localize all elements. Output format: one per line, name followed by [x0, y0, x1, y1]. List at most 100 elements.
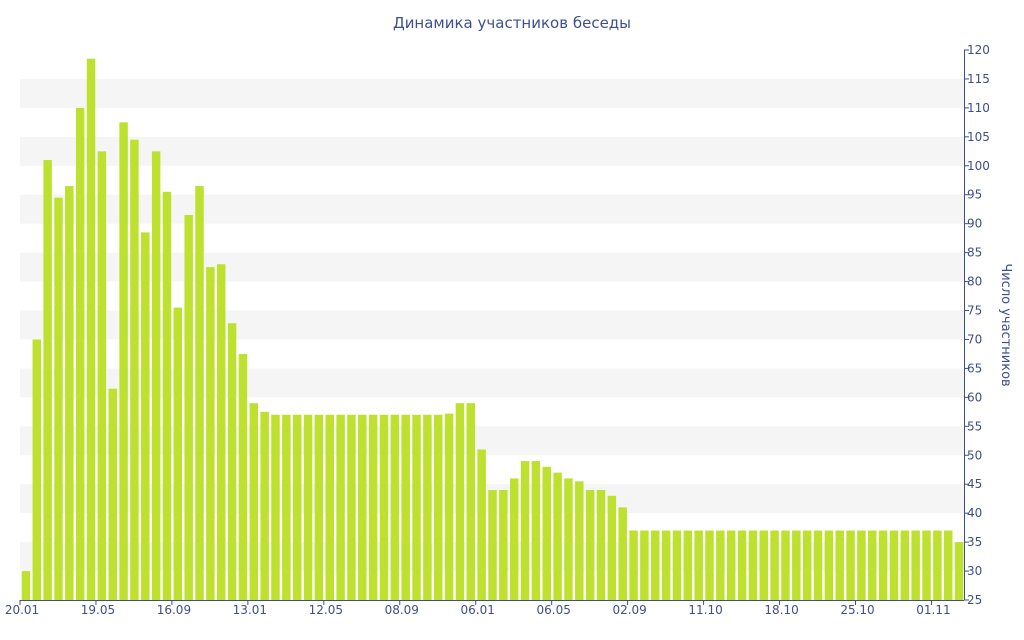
- x-tick-label: 18.10: [764, 603, 798, 617]
- bar: [217, 264, 226, 600]
- bar: [184, 215, 193, 600]
- x-tick-label: 06.05: [536, 603, 570, 617]
- bar: [520, 461, 530, 600]
- bar: [195, 186, 204, 601]
- bar: [466, 403, 476, 600]
- bar: [802, 530, 812, 600]
- y-tick-label: 55: [967, 419, 982, 433]
- bar: [358, 414, 367, 600]
- bar: [238, 353, 248, 600]
- bar: [282, 414, 291, 600]
- x-tick-label: 01.11: [916, 603, 950, 617]
- y-tick-label: 25: [967, 593, 982, 607]
- bar: [759, 530, 768, 600]
- y-tick-label: 100: [967, 159, 990, 173]
- x-tick-label: 08.09: [385, 603, 419, 617]
- bar: [347, 414, 356, 600]
- grid-band: [20, 426, 964, 456]
- bar: [716, 530, 725, 600]
- bar: [130, 139, 139, 600]
- bar: [911, 530, 920, 600]
- y-axis-ticks: 25 30 35 40 45 50 55 60 65 70 75 80 85 90 95 100 105 110 1…: [964, 43, 990, 607]
- bar: [683, 530, 693, 600]
- bar: [303, 414, 313, 600]
- bar: [694, 530, 703, 600]
- bar: [86, 58, 96, 601]
- bar: [368, 414, 378, 600]
- x-axis-ticks: 20.01 19.05 16.09 13.01 12.05 08.09 06.01 06.05…: [5, 600, 951, 617]
- chart-title: Динамика участников беседы: [393, 14, 631, 32]
- bar: [75, 107, 85, 600]
- bar: [455, 403, 465, 600]
- y-tick-label: 45: [967, 477, 982, 491]
- y-tick-label: 60: [967, 390, 982, 404]
- bar: [585, 490, 595, 600]
- bar: [423, 414, 432, 600]
- bar: [509, 478, 519, 600]
- bar: [444, 413, 454, 600]
- bar: [108, 388, 117, 600]
- x-tick-label: 13.01: [233, 603, 267, 617]
- x-tick-label: 20.01: [5, 603, 39, 617]
- grid-band: [20, 252, 964, 282]
- bar: [868, 530, 877, 600]
- bar: [434, 414, 443, 600]
- bar: [151, 151, 161, 600]
- grid-band: [20, 194, 964, 224]
- bar: [770, 530, 779, 600]
- bar: [553, 472, 562, 600]
- y-tick-label: 50: [967, 448, 982, 462]
- bar: [889, 530, 899, 600]
- bar: [336, 414, 345, 600]
- bar: [401, 414, 410, 600]
- bar: [672, 530, 682, 600]
- bar: [542, 466, 551, 600]
- y-tick-label: 115: [967, 72, 990, 86]
- bar: [607, 495, 617, 600]
- bar: [748, 530, 758, 600]
- x-tick-label: 16.09: [157, 603, 191, 617]
- bar: [412, 414, 421, 600]
- y-tick-label: 30: [967, 564, 982, 578]
- grid-band: [20, 78, 964, 108]
- bar: [499, 490, 508, 600]
- bar-series: [21, 58, 964, 601]
- bar: [488, 490, 497, 600]
- y-tick-label: 105: [967, 130, 990, 144]
- bar: [618, 507, 627, 600]
- bar: [260, 411, 269, 600]
- bar: [43, 160, 52, 600]
- y-tick-label: 110: [967, 101, 990, 115]
- x-tick-label: 02.09: [612, 603, 646, 617]
- bar: [97, 151, 107, 600]
- bar: [227, 323, 237, 600]
- bar: [390, 414, 400, 600]
- bar: [792, 530, 801, 600]
- x-tick-label: 11.10: [688, 603, 722, 617]
- bar: [857, 530, 866, 600]
- bar: [726, 530, 736, 600]
- bar: [21, 571, 31, 600]
- bar: [900, 530, 910, 600]
- y-tick-label: 85: [967, 246, 982, 260]
- bar: [325, 414, 334, 600]
- y-tick-label: 90: [967, 217, 982, 231]
- bar: [206, 267, 215, 600]
- bar: [651, 530, 660, 600]
- grid-band: [20, 136, 964, 166]
- bar: [705, 530, 714, 600]
- y-tick-label: 35: [967, 535, 982, 549]
- bar: [477, 449, 486, 600]
- bar: [629, 530, 638, 600]
- bar: [119, 122, 128, 601]
- bar: [379, 414, 389, 600]
- bar: [943, 530, 953, 600]
- y-tick-label: 95: [967, 188, 982, 202]
- bar: [65, 186, 74, 601]
- bar: [292, 414, 302, 600]
- bar: [933, 530, 942, 600]
- bar: [271, 414, 280, 600]
- bar: [314, 414, 324, 600]
- bar: [640, 530, 649, 600]
